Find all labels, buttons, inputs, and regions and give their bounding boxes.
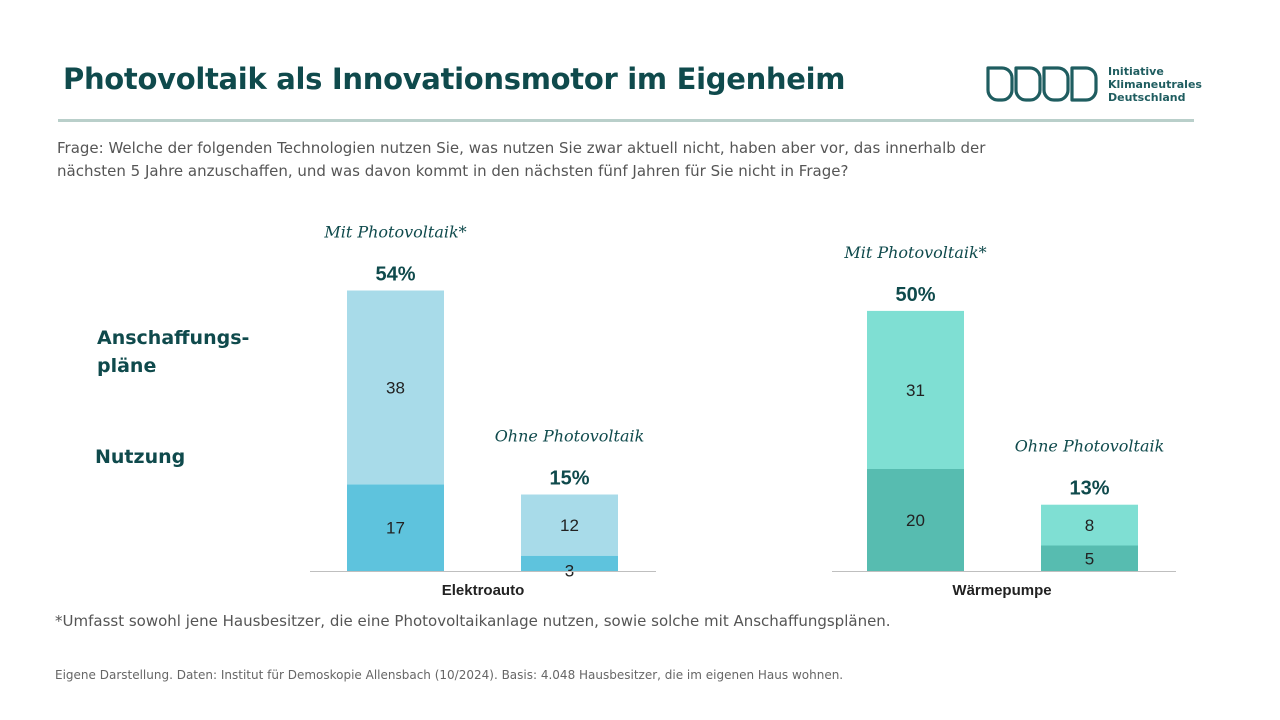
legend-label-use: Nutzung — [95, 446, 186, 468]
logo-line: Klimaneutrales — [1108, 77, 1202, 91]
bar-value-label: 38 — [386, 378, 405, 397]
bar-segment — [347, 290, 444, 485]
bar-segment — [521, 494, 618, 556]
group-label: Ohne Photovoltaik — [495, 427, 645, 446]
logo: Initiative Klimaneutrales Deutschland — [986, 64, 1202, 104]
category-label: Wärmepumpe — [952, 582, 1051, 599]
legend-label-plans: Anschaffungs- pläne — [97, 327, 250, 377]
bar-value-label: 5 — [1085, 549, 1094, 568]
bar-value-label: 3 — [565, 561, 574, 580]
bar-total-label: 13% — [1069, 478, 1109, 500]
bar-segment — [1041, 545, 1138, 571]
survey-question: Frage: Welche der folgenden Technologien… — [57, 139, 986, 180]
group-label: Mit Photovoltaik* — [323, 223, 466, 242]
bar-value-label: 12 — [560, 516, 579, 535]
page-title: Photovoltaik als Innovationsmotor im Eig… — [63, 62, 846, 96]
logo-text: Initiative Klimaneutrales Deutschland — [1108, 65, 1202, 104]
footnote: *Umfasst sowohl jene Hausbesitzer, die e… — [55, 612, 891, 630]
bar-value-label: 17 — [386, 519, 405, 538]
bar-segment — [521, 555, 618, 571]
logo-line: Deutschland — [1108, 90, 1186, 104]
header-divider — [58, 119, 1194, 122]
group-label: Mit Photovoltaik* — [843, 243, 986, 262]
bar-total-label: 50% — [895, 284, 935, 306]
bar-value-label: 8 — [1085, 516, 1094, 535]
bar-segment — [347, 484, 444, 571]
group-label: Ohne Photovoltaik — [1015, 437, 1165, 456]
category-label: Elektroauto — [442, 582, 525, 599]
bar-total-label: 15% — [549, 468, 589, 490]
bar-segment — [1041, 504, 1138, 546]
bar-segment — [867, 469, 964, 571]
logo-line: Initiative — [1108, 64, 1164, 78]
initiative-logo-icon — [986, 66, 1098, 102]
bar-value-label: 31 — [906, 381, 925, 400]
source-note: Eigene Darstellung. Daten: Institut für … — [55, 668, 844, 682]
bar-total-label: 54% — [375, 264, 415, 286]
bar-segment — [867, 310, 964, 469]
bar-value-label: 20 — [906, 511, 925, 530]
